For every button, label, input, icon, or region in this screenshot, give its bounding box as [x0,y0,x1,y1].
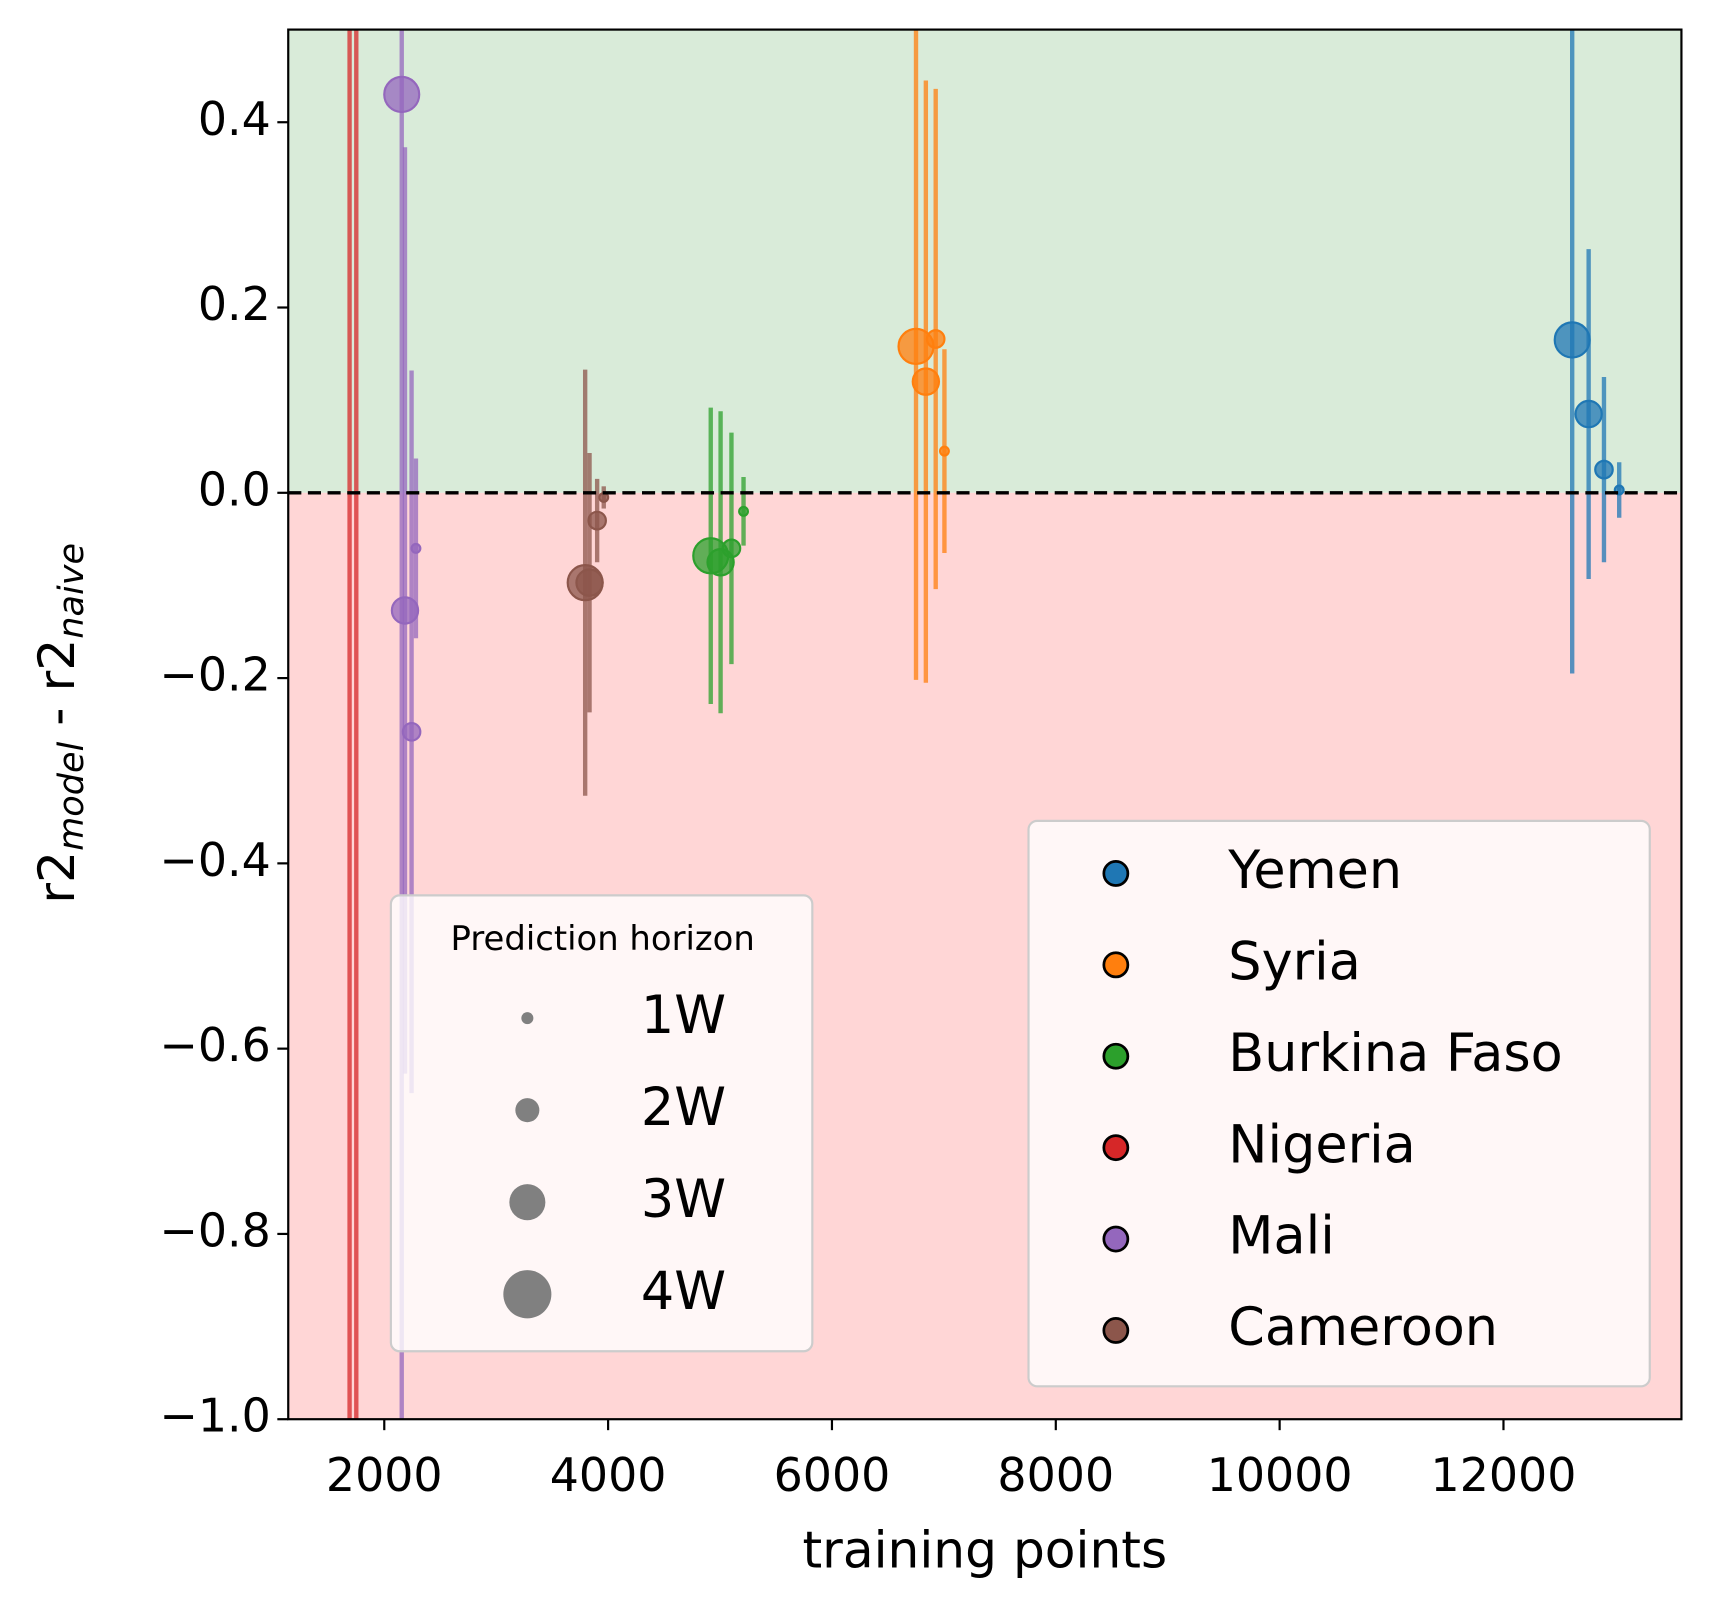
legend-marker [1102,951,1130,979]
point [575,568,604,597]
x-tick-label: 6000 [774,1448,891,1502]
point [587,510,607,531]
point [721,538,742,559]
region-above [288,29,1682,493]
legend-label: Burkina Faso [1228,1023,1562,1084]
point [390,596,420,625]
x-tick-label: 4000 [550,1448,667,1502]
size-legend-marker [503,1270,552,1319]
legend-label: Syria [1228,931,1361,992]
point [401,721,422,742]
point [911,367,941,396]
y-tick-label: −0.4 [159,833,270,887]
point [1553,321,1591,359]
axes-frame [287,28,1683,1421]
size-legend-label: 3W [641,1169,726,1230]
legend-label: Cameroon [1228,1297,1498,1358]
y-label-sub: naive [52,543,92,639]
point [1574,399,1603,429]
point [410,542,422,554]
size-legend-box [389,894,814,1353]
y-tick-label: −0.8 [159,1203,270,1257]
point [383,75,421,114]
point [738,505,749,517]
x-tick-label: 12000 [1431,1448,1577,1502]
y-label-part: - r2 [27,639,86,742]
point [938,445,950,457]
y-label-part: r2 [27,851,86,904]
x-tick-label: 2000 [326,1448,443,1502]
point [1594,459,1614,480]
size-legend-title: Prediction horizon [451,919,755,958]
size-legend-label: 2W [641,1077,726,1138]
size-legend-marker [509,1184,546,1221]
y-tick-label: 0.2 [198,277,271,331]
y-tick-label: −0.6 [159,1018,270,1072]
size-legend-label: 1W [641,985,726,1046]
legend-label: Yemen [1227,840,1402,901]
y-tick-label: −1.0 [159,1389,270,1443]
x-tick-label: 10000 [1207,1448,1353,1502]
legend-box [1027,819,1651,1388]
legend-marker [1102,1134,1130,1162]
y-axis-label: r2model - r2naive [27,543,93,904]
legend-label: Nigeria [1228,1114,1415,1175]
y-label-sub: model [52,741,92,850]
y-tick-label: 0.4 [198,92,271,146]
x-tick-label: 8000 [997,1448,1114,1502]
x-axis-label: training points [803,1520,1168,1579]
size-legend-marker [521,1012,534,1025]
legend-marker [1102,1317,1130,1344]
point [925,329,946,349]
legend-marker [1102,860,1130,887]
legend-marker [1102,1225,1130,1253]
y-tick-label: −0.2 [159,648,270,702]
size-legend-label: 4W [641,1261,726,1322]
y-tick-label: 0.0 [198,462,271,516]
legend-label: Mali [1228,1206,1334,1267]
size-legend-marker [515,1098,540,1123]
legend-marker [1102,1042,1130,1070]
